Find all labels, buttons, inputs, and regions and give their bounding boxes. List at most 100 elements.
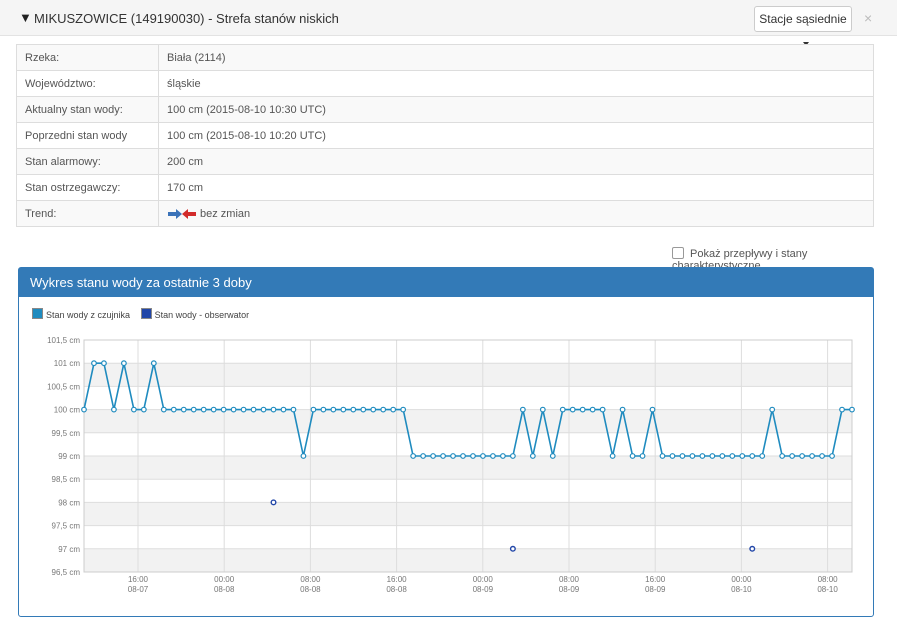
data-point-sensor	[659, 453, 666, 459]
neighbour-stations-button[interactable]: Stacje sąsiednie	[754, 6, 852, 46]
x-tick-time: 16:00	[128, 575, 149, 584]
data-point-sensor	[81, 406, 87, 413]
data-point-sensor	[200, 406, 207, 413]
data-point-sensor	[250, 406, 257, 413]
data-point-sensor	[819, 453, 825, 459]
close-icon[interactable]: ×	[864, 10, 873, 26]
data-point-sensor	[500, 453, 506, 459]
data-point-sensor	[120, 360, 127, 367]
legend-swatch-sensor	[32, 308, 43, 319]
data-point-sensor	[699, 453, 706, 459]
row-value: 100 cm (2015-08-10 10:20 UTC)	[158, 122, 874, 149]
table-row: Województwo: śląskie	[16, 70, 874, 97]
station-header: ▼ MIKUSZOWICE (149190030) - Strefa stanó…	[0, 0, 897, 46]
data-point-sensor	[609, 453, 616, 459]
data-point-sensor	[450, 453, 456, 459]
data-point-observer	[270, 499, 277, 506]
table-row: Aktualny stan wody: 100 cm (2015-08-10 10…	[16, 96, 874, 123]
table-row: Trend: bez zmian	[16, 200, 874, 227]
data-point-sensor	[150, 360, 157, 367]
data-point-sensor	[310, 406, 317, 413]
data-point-sensor	[270, 406, 277, 413]
y-tick-label: 99 cm	[58, 452, 80, 461]
row-value: 100 cm (2015-08-10 10:30 UTC)	[158, 96, 874, 123]
row-label: Trend:	[16, 200, 159, 227]
y-tick-label: 98,5 cm	[52, 475, 81, 484]
x-tick-date: 08-09	[473, 585, 494, 594]
data-point-sensor	[849, 406, 855, 413]
table-row: Stan alarmowy: 200 cm	[16, 148, 874, 175]
chart-band	[84, 409, 852, 433]
data-point-sensor	[140, 406, 147, 413]
legend-item-sensor[interactable]: Stan wody z czujnika	[32, 308, 130, 320]
x-tick-date: 08-07	[128, 585, 149, 594]
data-point-sensor	[629, 453, 636, 459]
data-point-sensor	[539, 406, 546, 413]
data-point-sensor	[91, 360, 97, 367]
data-point-sensor	[779, 453, 786, 459]
data-point-sensor	[390, 406, 397, 413]
data-point-sensor	[569, 406, 576, 413]
data-point-sensor	[669, 453, 676, 459]
station-title: MIKUSZOWICE (149190030) - Strefa stanów …	[34, 11, 339, 26]
data-point-sensor	[490, 453, 496, 459]
chart-panel-title: Wykres stanu wody za ostatnie 3 doby	[19, 268, 873, 297]
table-row: Rzeka: Biała (2114)	[16, 44, 874, 71]
table-row: Stan ostrzegawczy: 170 cm	[16, 174, 874, 201]
x-tick-date: 08-10	[731, 585, 752, 594]
data-point-sensor	[240, 406, 247, 413]
legend-swatch-observer	[140, 308, 152, 319]
row-value: Biała (2114)	[158, 44, 874, 71]
data-point-sensor	[639, 453, 646, 459]
data-point-sensor	[729, 453, 736, 459]
trend-text: bez zmian	[200, 207, 251, 220]
chart-band	[84, 502, 852, 526]
plot-border	[83, 339, 853, 573]
chart-band	[84, 363, 852, 387]
row-value: bez zmian	[158, 200, 874, 227]
chart-legend: Stan wody z czujnika Stan wody - obserwa…	[32, 308, 257, 320]
legend-label: Stan wody z czujnika	[46, 310, 131, 320]
data-point-sensor	[180, 406, 187, 413]
chart-band	[84, 548, 852, 572]
station-info-table: Rzeka: Biała (2114) Województwo: śląskie A…	[16, 44, 874, 227]
row-value: śląskie	[158, 70, 874, 97]
caret-down-icon	[802, 41, 809, 46]
chart-panel: Wykres stanu wody za ostatnie 3 doby Sta…	[18, 267, 874, 617]
x-tick-date: 08-08	[386, 585, 407, 594]
x-tick-time: 08:00	[818, 575, 839, 584]
checkbox-box[interactable]	[672, 247, 684, 259]
data-point-sensor	[440, 453, 446, 459]
water-level-chart: 101,5 cm 101 cm 100,5 cm 100 cm 99,5 cm 99 cm…	[47, 336, 855, 594]
x-tick-time: 00:00	[731, 575, 752, 584]
x-tick-date: 08-08	[214, 585, 235, 594]
legend-label: Stan wody - obserwator	[154, 310, 250, 320]
data-point-sensor	[410, 453, 417, 459]
data-point-sensor	[799, 453, 806, 459]
data-point-sensor	[559, 406, 566, 413]
data-point-sensor	[170, 406, 177, 413]
data-point-sensor	[509, 453, 516, 459]
data-point-observer	[509, 545, 516, 552]
row-label: Rzeka:	[16, 44, 159, 71]
data-point-sensor	[260, 406, 267, 413]
collapse-triangle-icon[interactable]: ▼	[19, 10, 32, 25]
data-point-sensor	[380, 406, 387, 413]
row-label: Poprzedni stan wody	[16, 122, 159, 149]
row-value: 170 cm	[158, 174, 874, 201]
data-point-sensor	[769, 406, 776, 413]
data-point-sensor	[529, 453, 536, 459]
row-label: Województwo:	[16, 70, 159, 97]
data-point-sensor	[400, 406, 407, 413]
data-point-sensor	[101, 360, 107, 367]
x-tick-date: 08-09	[645, 585, 666, 594]
x-tick-time: 16:00	[387, 575, 408, 584]
row-value: 200 cm	[158, 148, 874, 175]
legend-item-observer[interactable]: Stan wody - obserwator	[140, 308, 250, 320]
data-point-sensor	[619, 406, 626, 413]
x-tick-time: 00:00	[473, 575, 494, 584]
data-point-sensor	[420, 453, 427, 459]
y-tick-label: 97 cm	[58, 545, 80, 554]
data-point-sensor	[589, 406, 596, 413]
data-point-sensor	[470, 453, 476, 459]
